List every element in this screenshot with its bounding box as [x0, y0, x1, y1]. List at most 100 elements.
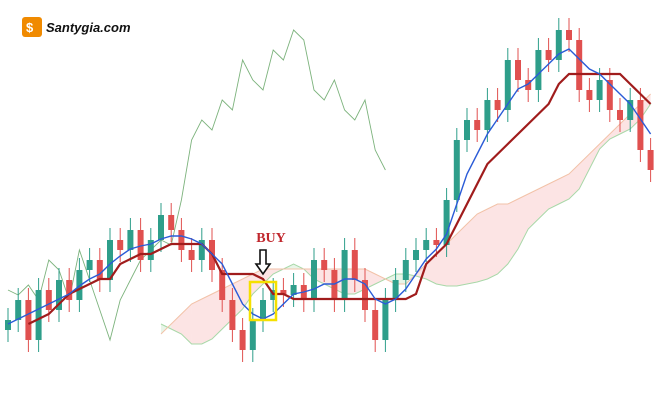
cloud	[579, 154, 590, 189]
candle-body	[586, 90, 593, 100]
cloud	[487, 204, 498, 279]
candle-body	[229, 300, 236, 330]
candle-body	[331, 270, 338, 300]
cloud	[518, 194, 529, 249]
cloud	[548, 179, 559, 209]
cloud	[507, 199, 518, 264]
candle-body	[147, 240, 154, 260]
cloud	[446, 234, 457, 286]
cloud	[426, 254, 437, 284]
logo: $ Santygia.com	[22, 17, 131, 37]
candle-body	[137, 230, 144, 260]
candle-body	[402, 260, 409, 280]
candle-body	[515, 60, 521, 80]
candle-body	[464, 120, 470, 140]
candle-body	[35, 290, 42, 340]
candle-body	[66, 280, 73, 300]
cloud	[467, 214, 478, 284]
candle-body	[382, 300, 389, 340]
candle-body	[107, 240, 113, 280]
highlight-box	[248, 280, 278, 322]
cloud	[528, 189, 539, 229]
candle-body	[494, 100, 501, 110]
logo-icon	[22, 17, 42, 37]
cloud	[212, 289, 223, 339]
candle-body	[566, 30, 572, 40]
candle-body	[392, 280, 399, 300]
cloud	[609, 124, 620, 139]
cloud	[538, 184, 549, 219]
candle-body	[474, 120, 481, 130]
candle-body	[178, 230, 185, 250]
brand: Santygia.com	[46, 20, 131, 35]
cloud	[558, 174, 569, 204]
candle-body	[239, 330, 246, 350]
candle-body	[5, 320, 11, 330]
cloud	[375, 274, 386, 284]
indicator-line	[7, 48, 652, 325]
cloud	[477, 209, 488, 282]
candle-body	[260, 300, 266, 320]
candle-body	[576, 40, 583, 90]
candle-body	[158, 215, 164, 240]
candle-body	[413, 250, 419, 260]
candle-body	[351, 250, 358, 280]
cloud	[456, 224, 467, 286]
candle-body	[45, 290, 52, 310]
annotation: BUY	[256, 231, 286, 246]
candle-body	[219, 270, 226, 300]
candle-body	[117, 240, 124, 250]
candle-body	[280, 290, 287, 295]
logo-glyph: $	[26, 20, 34, 35]
candle-body	[423, 240, 430, 250]
candle-body	[647, 150, 654, 170]
cloud	[599, 134, 610, 149]
candle-body	[249, 320, 256, 350]
cloud	[436, 244, 447, 286]
cloud	[201, 294, 212, 344]
candle-body	[86, 260, 93, 270]
cloud	[263, 269, 274, 284]
cloud	[416, 264, 427, 279]
candle-body	[555, 30, 562, 60]
candle-body	[198, 240, 205, 260]
candle-body	[321, 260, 328, 270]
candle-body	[25, 300, 32, 340]
arrow	[254, 249, 272, 276]
candle-body	[15, 300, 22, 320]
candle-body	[362, 280, 368, 310]
candle-body	[127, 230, 134, 250]
candle-body	[168, 215, 175, 230]
cloud	[589, 144, 600, 169]
candle-body	[56, 280, 62, 310]
candle-body	[535, 50, 542, 90]
candle-body	[596, 80, 603, 100]
candle-body	[188, 250, 195, 260]
cloud	[161, 324, 172, 334]
candle-body	[341, 250, 348, 300]
candle-body	[637, 100, 644, 150]
candle-body	[606, 80, 613, 110]
candle-body	[627, 100, 634, 120]
cloud	[171, 314, 182, 334]
candle-body	[96, 260, 103, 280]
cloud	[569, 164, 580, 199]
candle-body	[617, 110, 623, 120]
candle-body	[453, 140, 460, 200]
candle-body	[76, 270, 83, 300]
candle-body	[504, 60, 511, 110]
cloud	[181, 304, 192, 344]
candle-body	[525, 80, 532, 90]
candle-body	[433, 240, 440, 245]
candle-body	[484, 100, 491, 130]
candle-body	[311, 260, 317, 300]
cloud	[497, 204, 508, 274]
candle-body	[372, 310, 379, 340]
candle-body	[545, 50, 552, 60]
candle-body	[290, 285, 297, 295]
candle-body	[443, 200, 450, 245]
cloud	[191, 299, 202, 344]
indicator-line	[27, 72, 652, 325]
